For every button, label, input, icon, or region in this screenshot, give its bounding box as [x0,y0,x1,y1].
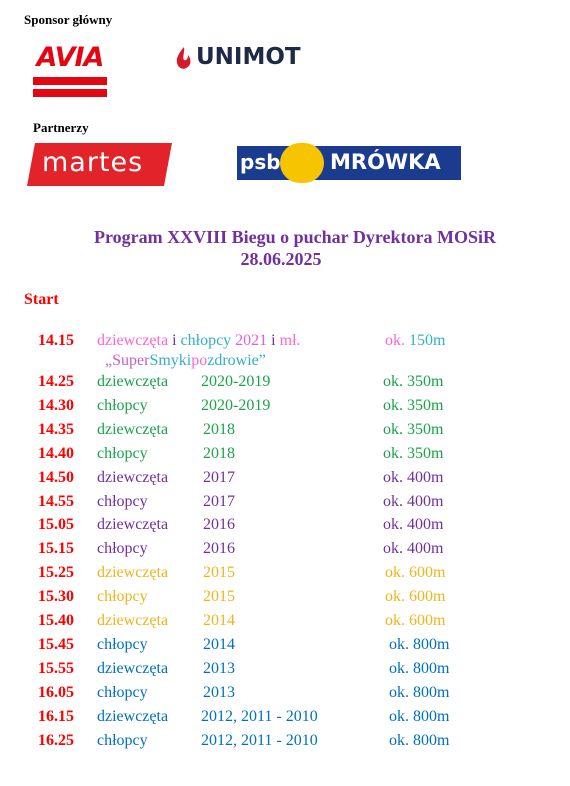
distance: ok. 350m [383,396,444,414]
distance: ok. 350m [383,444,444,462]
distance: ok. 350m [383,420,444,438]
distance: ok. 400m [383,540,444,558]
distance: ok. 600m [385,564,446,582]
category: chłopcy [97,396,148,414]
logo-bar [33,77,107,85]
distance: ok. 800m [389,731,450,749]
year: 2017 [203,492,235,510]
distance: ok. 600m [385,588,446,606]
distance: ok. 800m [389,683,450,701]
category-word: mł. [279,332,301,349]
title: Program XXVIII Biegu o puchar Dyrektora … [94,227,496,247]
category-word: i [172,332,177,349]
category: chłopcy [97,540,148,558]
distance: ok. 800m [389,707,450,725]
psb-logo-bg [237,146,461,180]
category-word: chłopcy [180,332,232,349]
distance: ok. 800m [389,635,450,653]
category: dziewczęta [97,564,169,582]
logo-text: martes [42,147,144,178]
start-label: Start [24,291,59,308]
distance: ok. 400m [383,492,444,510]
unimot-flame [176,47,191,69]
subtitle-word: „Super [105,352,150,369]
category: chłopcy [97,731,148,749]
time: 14.50 [38,468,74,486]
distance-word: 150m [409,332,446,349]
year: 2012, 2011 - 2010 [201,731,318,749]
category: dziewczęta [97,516,169,534]
date: 28.06.2025 [240,249,322,269]
partners-label: Partnerzy [33,120,89,135]
distance: ok. 400m [383,516,444,534]
category: dziewczęta [97,420,169,438]
year: 2013 [203,659,235,677]
time: 14.30 [38,396,74,414]
year: 2018 [203,444,235,462]
subtitle-word: po [191,352,208,369]
year: 2020-2019 [201,396,271,414]
category-word: 2021 [235,332,268,349]
logo-text: psb [240,150,281,174]
category-word: i [271,332,276,349]
category: chłopcy [97,492,148,510]
distance: ok. 800m [389,659,450,677]
category-word: dziewczęta [97,332,169,349]
logo-bar [33,89,107,97]
time: 16.15 [38,707,74,725]
year: 2016 [203,540,235,558]
category: dziewczęta [97,612,169,629]
sponsor-label: Sponsor główny [24,12,113,27]
category: dziewczęta [97,373,169,390]
time: 14.40 [38,444,74,462]
category: chłopcy [97,683,148,701]
year: 2014 [203,635,235,653]
distance: ok. 400m [383,468,444,486]
category: dziewczęta [97,659,169,677]
category: chłopcy [97,635,148,653]
time: 15.45 [38,635,74,653]
time: 14.15 [38,332,74,349]
avia-logo: AVIA [33,40,107,97]
logo-text: AVIA [36,42,105,73]
psb-mascot [280,143,324,183]
year: 2017 [203,468,235,486]
logo-text: UNIMOT [196,44,301,70]
category: dziewczęta [97,468,169,486]
year: 2020-2019 [201,373,271,390]
time: 14.25 [38,373,74,390]
time: 14.35 [38,420,74,438]
year: 2015 [203,588,235,606]
subtitle-word: zdrowie” [207,352,266,369]
year: 2018 [203,420,235,438]
subtitle-word: Smyki [149,352,192,369]
time: 15.15 [38,540,74,558]
year: 2013 [203,683,235,701]
time: 16.25 [38,731,74,749]
category: chłopcy [97,588,148,606]
year: 2015 [203,564,235,582]
time: 15.55 [38,659,74,677]
logo-text: MRÓWKA [330,150,441,174]
time: 15.30 [38,588,74,606]
distance: ok. 350m [383,373,444,390]
year: 2012, 2011 - 2010 [201,707,318,725]
category: chłopcy [97,444,148,462]
category: dziewczęta [97,707,169,725]
year: 2016 [203,516,235,534]
time: 16.05 [38,683,74,701]
time: 15.25 [38,564,74,582]
distance: ok. 600m [385,612,446,629]
year: 2014 [203,612,235,629]
time: 15.05 [38,516,74,534]
time: 15.40 [38,612,74,629]
time: 14.55 [38,492,74,510]
martes-logo-bg [27,143,172,186]
distance-word: ok. [385,332,405,349]
